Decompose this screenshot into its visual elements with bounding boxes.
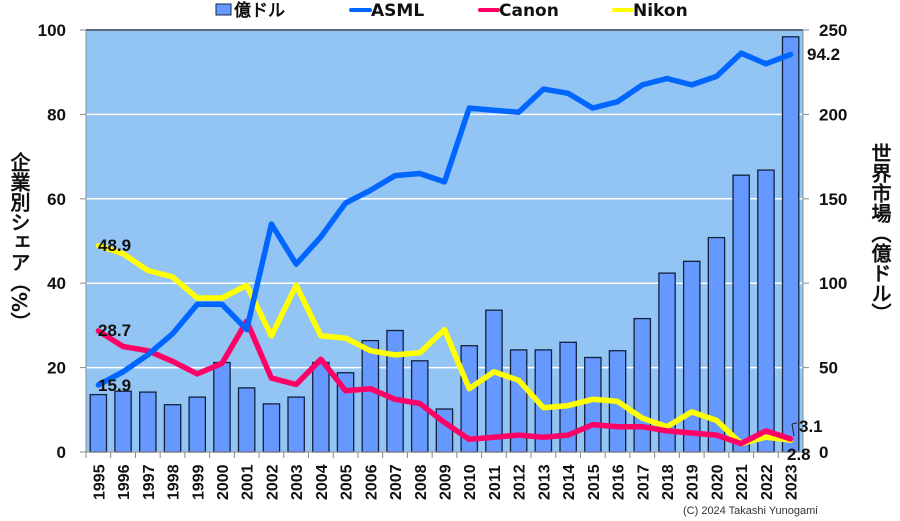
annotation-nikon-1995: 48.9 (98, 236, 131, 255)
y2-tick-label: 250 (819, 21, 847, 40)
x-tick-label: 2004 (314, 464, 331, 500)
bar-2000 (213, 361, 231, 453)
y-axis-title: 企業別シェア（%） (7, 151, 31, 332)
bar-2017 (633, 317, 652, 453)
annotation-asml-1995: 15.9 (98, 376, 131, 395)
y2-tick-label: 50 (819, 359, 838, 378)
bar-2015 (584, 356, 602, 453)
x-tick-label: 2017 (635, 464, 652, 500)
bar-2007 (386, 329, 404, 453)
x-tick-label: 2018 (660, 464, 677, 500)
bar-2001 (237, 387, 256, 453)
x-tick-label: 1995 (91, 464, 108, 500)
bar-1999 (188, 396, 207, 453)
copyright-credit: (C) 2024 Takashi Yunogami (683, 505, 818, 517)
x-tick-label: 2012 (512, 464, 529, 500)
annotation-canon-2023: 3.1 (799, 417, 823, 436)
x-tick-label: 2020 (709, 464, 726, 500)
y2-axis-title: 世界市場（億ドル） (868, 143, 892, 323)
bar-2022 (757, 169, 775, 453)
bar-2002 (262, 403, 281, 453)
y-tick-label: 0 (57, 443, 66, 462)
right-axis-ticks: 0 50 100 150 200 250 (803, 21, 847, 462)
x-tick-label: 2009 (438, 464, 455, 500)
x-tick-label: 2021 (734, 464, 751, 500)
y-tick-label: 100 (38, 21, 66, 40)
legend-label-nikon: Nikon (633, 1, 688, 21)
axes (85, 29, 804, 453)
x-tick-label: 2014 (561, 464, 578, 500)
x-tick-label: 1996 (116, 464, 133, 500)
y-tick-label: 80 (47, 105, 66, 124)
y-tick-label: 60 (47, 190, 66, 209)
x-tick-label: 1998 (166, 464, 183, 500)
legend-label-canon: Canon (499, 1, 559, 21)
bar-2011 (485, 309, 503, 453)
annotation-asml-2023: 94.2 (807, 45, 840, 64)
bar-1997 (139, 391, 157, 453)
bar-2023 (781, 36, 800, 453)
y2-tick-label: 200 (819, 105, 847, 124)
left-axis-ticks: 0 20 40 60 80 100 (38, 21, 86, 462)
x-tick-label: 2007 (388, 464, 405, 500)
x-tick-label: 2001 (240, 464, 257, 500)
x-tick-label: 2015 (586, 464, 603, 500)
x-tick-label: 2022 (759, 464, 776, 500)
y2-tick-label: 100 (819, 274, 847, 293)
x-tick-label: 1997 (141, 464, 158, 500)
bar-2006 (361, 339, 380, 453)
y-tick-label: 20 (47, 359, 66, 378)
y-tick-label: 40 (47, 274, 66, 293)
x-axis-ticks: 1995 1996 1997 1998 1999 2000 2001 2002 2003 2004… (85, 452, 804, 500)
bar-2003 (287, 396, 305, 453)
annotation-canon-1995: 28.7 (98, 321, 131, 340)
x-tick-label: 2019 (685, 464, 702, 500)
legend: 億ドル ASML Canon Nikon (215, 0, 688, 21)
x-tick-label: 2008 (413, 464, 430, 500)
legend-bar-swatch (215, 3, 232, 16)
line-series (95, 50, 794, 447)
bar-1995 (89, 393, 108, 453)
legend-label-asml: ASML (371, 1, 424, 21)
x-tick-label: 1999 (190, 464, 207, 500)
bar-1996 (114, 390, 132, 453)
x-tick-label: 2003 (289, 464, 306, 500)
x-tick-label: 2011 (487, 465, 504, 500)
x-tick-label: 2013 (536, 464, 553, 500)
annotation-nikon-2023: 2.8 (787, 445, 811, 464)
bar-2021 (732, 174, 750, 453)
bar-2004 (312, 361, 330, 453)
x-tick-label: 2006 (363, 464, 380, 500)
x-tick-label: 2002 (264, 464, 281, 500)
y2-tick-label: 150 (819, 190, 847, 209)
bar-1998 (163, 404, 182, 453)
x-tick-label: 2010 (462, 464, 479, 500)
x-tick-label: 2023 (784, 464, 801, 500)
leader-line (791, 422, 798, 437)
bar-2019 (682, 260, 701, 453)
x-tick-label: 2016 (611, 464, 628, 500)
legend-label-bar: 億ドル (234, 0, 285, 21)
y2-tick-label: 0 (819, 443, 828, 462)
x-tick-label: 2000 (215, 464, 232, 500)
x-tick-label: 2005 (339, 464, 356, 500)
